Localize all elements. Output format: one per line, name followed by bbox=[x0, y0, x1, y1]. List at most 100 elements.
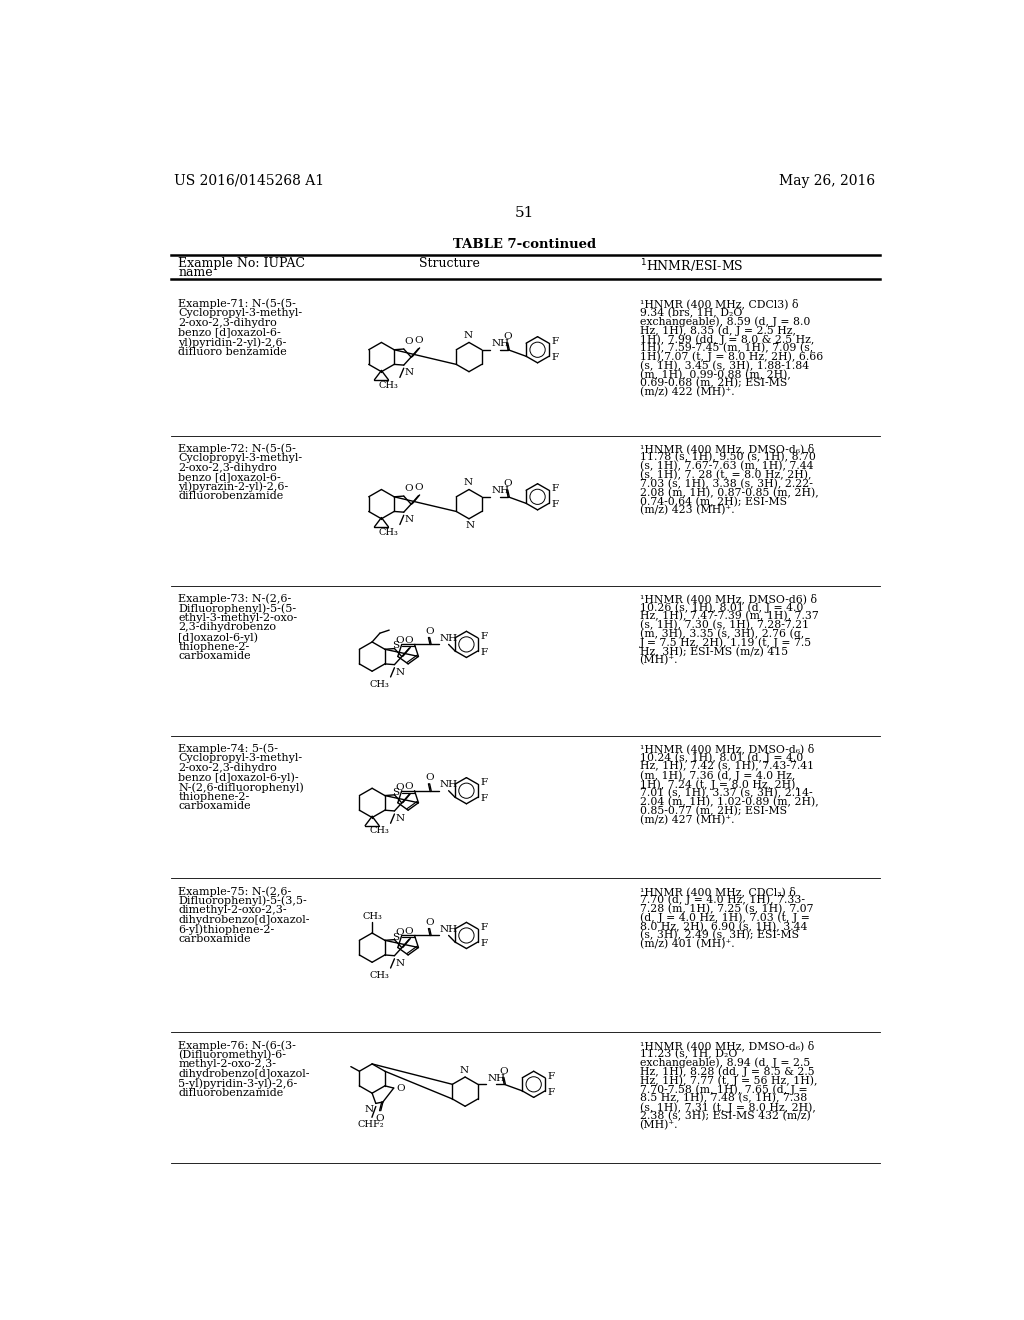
Text: N: N bbox=[404, 515, 414, 524]
Text: 2-oxo-2,3-dihydro: 2-oxo-2,3-dihydro bbox=[178, 318, 278, 327]
Text: [d]oxazol-6-yl): [d]oxazol-6-yl) bbox=[178, 632, 258, 643]
Text: Hz, 1H), 7.42 (s, 1H), 7.43-7.41: Hz, 1H), 7.42 (s, 1H), 7.43-7.41 bbox=[640, 762, 814, 772]
Text: 7.70-7.58 (m, 1H), 7.65 (d, J =: 7.70-7.58 (m, 1H), 7.65 (d, J = bbox=[640, 1084, 807, 1094]
Text: S: S bbox=[392, 932, 399, 941]
Text: 1H), 7.59-7.45 (m, 1H), 7.09 (s,: 1H), 7.59-7.45 (m, 1H), 7.09 (s, bbox=[640, 343, 813, 354]
Text: O: O bbox=[414, 483, 423, 492]
Text: 1H), 7.24 (t, J = 8.0 Hz, 2H),: 1H), 7.24 (t, J = 8.0 Hz, 2H), bbox=[640, 779, 799, 789]
Text: O: O bbox=[396, 1084, 404, 1093]
Text: F: F bbox=[480, 777, 487, 787]
Text: thiophene-2-: thiophene-2- bbox=[178, 642, 250, 652]
Text: F: F bbox=[551, 500, 558, 510]
Text: Example-75: N-(2,6-: Example-75: N-(2,6- bbox=[178, 886, 292, 896]
Text: carboxamide: carboxamide bbox=[178, 801, 251, 812]
Text: ¹HNMR (400 MHz, CDCl3) δ: ¹HNMR (400 MHz, CDCl3) δ bbox=[640, 298, 798, 309]
Text: O: O bbox=[425, 917, 433, 927]
Text: Cyclopropyl-3-methyl-: Cyclopropyl-3-methyl- bbox=[178, 754, 302, 763]
Text: S: S bbox=[392, 788, 399, 797]
Text: O: O bbox=[404, 636, 414, 644]
Text: Difluorophenyl)-5-(3,5-: Difluorophenyl)-5-(3,5- bbox=[178, 896, 307, 907]
Text: O: O bbox=[404, 927, 414, 936]
Text: N: N bbox=[464, 331, 473, 341]
Text: 11.78 (s, 1H), 9.50 (s, 1H), 8.70: 11.78 (s, 1H), 9.50 (s, 1H), 8.70 bbox=[640, 453, 815, 462]
Text: (s, 1H), 7.30 (s, 1H), 7.28-7.21: (s, 1H), 7.30 (s, 1H), 7.28-7.21 bbox=[640, 620, 809, 631]
Text: (m, 1H), 0.99-0.88 (m, 2H),: (m, 1H), 0.99-0.88 (m, 2H), bbox=[640, 370, 791, 380]
Text: benzo [d]oxazol-6-: benzo [d]oxazol-6- bbox=[178, 327, 282, 338]
Text: ethyl-3-methyl-2-oxo-: ethyl-3-methyl-2-oxo- bbox=[178, 612, 298, 623]
Text: yl)pyridin-2-yl)-2,6-: yl)pyridin-2-yl)-2,6- bbox=[178, 337, 287, 347]
Text: N: N bbox=[365, 1105, 374, 1114]
Text: dihydrobenzo[d]oxazol-: dihydrobenzo[d]oxazol- bbox=[178, 1069, 310, 1078]
Text: 10.24 (s, 1H), 8.01 (d, J = 4.0: 10.24 (s, 1H), 8.01 (d, J = 4.0 bbox=[640, 752, 803, 763]
Text: F: F bbox=[480, 939, 487, 948]
Text: F: F bbox=[551, 484, 558, 494]
Text: (m, 3H), 3.35 (s, 3H), 2.76 (q,: (m, 3H), 3.35 (s, 3H), 2.76 (q, bbox=[640, 628, 804, 639]
Text: US 2016/0145268 A1: US 2016/0145268 A1 bbox=[174, 174, 325, 187]
Text: O: O bbox=[414, 337, 423, 346]
Text: O: O bbox=[425, 627, 433, 636]
Text: Difluorophenyl)-5-(5-: Difluorophenyl)-5-(5- bbox=[178, 603, 297, 614]
Text: dihydrobenzo[d]oxazol-: dihydrobenzo[d]oxazol- bbox=[178, 915, 310, 925]
Text: 2.08 (m, 1H), 0.87-0.85 (m, 2H),: 2.08 (m, 1H), 0.87-0.85 (m, 2H), bbox=[640, 487, 818, 498]
Text: methyl-2-oxo-2,3-: methyl-2-oxo-2,3- bbox=[178, 1059, 276, 1069]
Text: F: F bbox=[480, 795, 487, 804]
Text: difluorobenzamide: difluorobenzamide bbox=[178, 1088, 284, 1098]
Text: N: N bbox=[395, 958, 404, 968]
Text: Example-74: 5-(5-: Example-74: 5-(5- bbox=[178, 743, 279, 754]
Text: N-(2,6-difluorophenyl): N-(2,6-difluorophenyl) bbox=[178, 781, 304, 793]
Text: dimethyl-2-oxo-2,3-: dimethyl-2-oxo-2,3- bbox=[178, 906, 287, 915]
Text: 10.26 (s, 1H), 8.01 (d, J = 4.0: 10.26 (s, 1H), 8.01 (d, J = 4.0 bbox=[640, 602, 803, 612]
Text: difluorobenzamide: difluorobenzamide bbox=[178, 491, 284, 502]
Text: O: O bbox=[395, 928, 403, 936]
Text: Structure: Structure bbox=[419, 257, 480, 271]
Text: CH₃: CH₃ bbox=[369, 680, 389, 689]
Text: (d, J = 4.0 Hz, 1H), 7.03 (t, J =: (d, J = 4.0 Hz, 1H), 7.03 (t, J = bbox=[640, 912, 809, 923]
Text: O: O bbox=[395, 783, 403, 792]
Text: S: S bbox=[392, 642, 399, 651]
Text: Cyclopropyl-3-methyl-: Cyclopropyl-3-methyl- bbox=[178, 308, 302, 318]
Text: ¹HNMR (400 MHz, CDCl₃) δ: ¹HNMR (400 MHz, CDCl₃) δ bbox=[640, 886, 796, 896]
Text: 1H),7.07 (t, J = 8.0 Hz, 2H), 6.66: 1H),7.07 (t, J = 8.0 Hz, 2H), 6.66 bbox=[640, 351, 822, 362]
Text: F: F bbox=[480, 632, 487, 640]
Text: (s, 1H), 7. 28 (t, = 8.0 Hz, 2H),: (s, 1H), 7. 28 (t, = 8.0 Hz, 2H), bbox=[640, 470, 811, 480]
Text: N: N bbox=[464, 478, 473, 487]
Text: Hz, 3H); ESI-MS (m/z) 415: Hz, 3H); ESI-MS (m/z) 415 bbox=[640, 647, 787, 657]
Text: 51: 51 bbox=[515, 206, 535, 220]
Text: CH₃: CH₃ bbox=[369, 972, 389, 979]
Text: Example-76: N-(6-(3-: Example-76: N-(6-(3- bbox=[178, 1040, 296, 1051]
Text: 6-yl)thiophene-2-: 6-yl)thiophene-2- bbox=[178, 924, 274, 935]
Text: ¹HNMR (400 MHz, DMSO-d6) δ: ¹HNMR (400 MHz, DMSO-d6) δ bbox=[640, 594, 816, 605]
Text: F: F bbox=[548, 1072, 555, 1081]
Text: 2-oxo-2,3-dihydro: 2-oxo-2,3-dihydro bbox=[178, 462, 278, 473]
Text: O: O bbox=[503, 333, 512, 342]
Text: N: N bbox=[460, 1065, 469, 1074]
Text: 2.38 (s, 3H); ESI-MS 432 (m/z): 2.38 (s, 3H); ESI-MS 432 (m/z) bbox=[640, 1111, 810, 1121]
Text: benzo [d]oxazol-6-yl)-: benzo [d]oxazol-6-yl)- bbox=[178, 772, 299, 783]
Text: Example No: IUPAC: Example No: IUPAC bbox=[178, 257, 305, 271]
Text: O: O bbox=[376, 1114, 384, 1123]
Text: name: name bbox=[178, 267, 213, 280]
Text: Cyclopropyl-3-methyl-: Cyclopropyl-3-methyl- bbox=[178, 453, 302, 463]
Text: CH₃: CH₃ bbox=[379, 380, 398, 389]
Text: N: N bbox=[404, 368, 414, 378]
Text: (m, 1H), 7.36 (d, J = 4.0 Hz,: (m, 1H), 7.36 (d, J = 4.0 Hz, bbox=[640, 770, 795, 780]
Text: O: O bbox=[425, 774, 433, 783]
Text: exchangeable), 8.59 (d, J = 8.0: exchangeable), 8.59 (d, J = 8.0 bbox=[640, 317, 810, 327]
Text: thiophene-2-: thiophene-2- bbox=[178, 792, 250, 801]
Text: Hz, 1H), 7.47-7.39 (m, 1H), 7.37: Hz, 1H), 7.47-7.39 (m, 1H), 7.37 bbox=[640, 611, 818, 622]
Text: 1H), 7.99 (dd, J = 8.0 & 2.5 Hz,: 1H), 7.99 (dd, J = 8.0 & 2.5 Hz, bbox=[640, 334, 814, 345]
Text: NH: NH bbox=[487, 1073, 505, 1082]
Text: $^1$HNMR/ESI-MS: $^1$HNMR/ESI-MS bbox=[640, 257, 743, 275]
Text: O: O bbox=[404, 781, 414, 791]
Text: Example-72: N-(5-(5-: Example-72: N-(5-(5- bbox=[178, 444, 296, 454]
Text: CHF₂: CHF₂ bbox=[357, 1121, 384, 1130]
Text: 9.34 (brs, 1H, D₂O: 9.34 (brs, 1H, D₂O bbox=[640, 308, 741, 318]
Text: exchangeable), 8.94 (d, J = 2.5: exchangeable), 8.94 (d, J = 2.5 bbox=[640, 1057, 810, 1068]
Text: difluoro benzamide: difluoro benzamide bbox=[178, 347, 287, 356]
Text: N: N bbox=[395, 668, 404, 677]
Text: NH: NH bbox=[439, 925, 458, 935]
Text: CH₃: CH₃ bbox=[362, 912, 382, 920]
Text: 11.23 (s, 1H, D₂O: 11.23 (s, 1H, D₂O bbox=[640, 1049, 737, 1059]
Text: 0.74-0.64 (m, 2H); ESI-MS: 0.74-0.64 (m, 2H); ESI-MS bbox=[640, 496, 786, 507]
Text: (s, 1H), 7.31 (t, J = 8.0 Hz, 2H),: (s, 1H), 7.31 (t, J = 8.0 Hz, 2H), bbox=[640, 1102, 815, 1113]
